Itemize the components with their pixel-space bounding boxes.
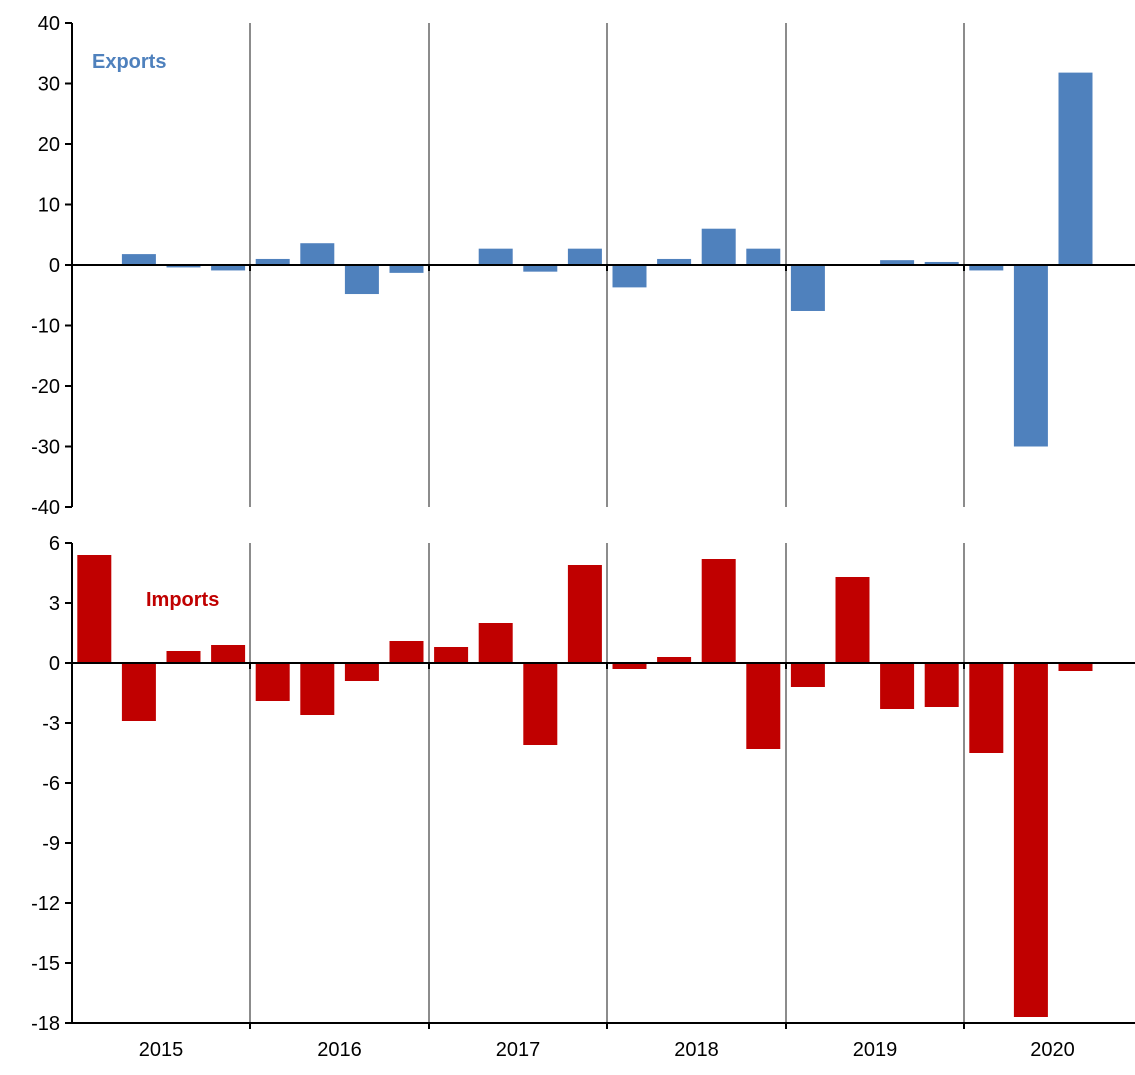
y-tick-label: -20 bbox=[31, 376, 60, 398]
bar-exports-2019Q4 bbox=[924, 261, 959, 265]
y-tick-label: -6 bbox=[42, 773, 60, 795]
y-tick-label: -10 bbox=[31, 316, 60, 338]
y-tick-label: 3 bbox=[49, 593, 60, 615]
x-year-label: 2018 bbox=[674, 1039, 719, 1061]
bar-imports-2018Q3 bbox=[701, 559, 736, 663]
bar-imports-2019Q4 bbox=[924, 663, 959, 707]
y-tick-label: 20 bbox=[38, 134, 60, 156]
bar-exports-2017Q4 bbox=[567, 248, 602, 265]
bar-exports-2020Q3 bbox=[1058, 72, 1093, 265]
y-tick-label: 6 bbox=[49, 533, 60, 555]
y-tick-label: -18 bbox=[31, 1013, 60, 1035]
bar-imports-2020Q1 bbox=[969, 663, 1004, 753]
bar-exports-2019Q3 bbox=[880, 260, 915, 265]
bar-exports-2018Q3 bbox=[701, 228, 736, 265]
y-tick-label: -12 bbox=[31, 893, 60, 915]
bar-exports-2016Q4 bbox=[389, 265, 424, 273]
bar-imports-2020Q3 bbox=[1058, 663, 1093, 671]
bar-imports-2016Q4 bbox=[389, 641, 424, 663]
bar-imports-2019Q3 bbox=[880, 663, 915, 709]
panel-title-exports: Exports bbox=[92, 51, 166, 73]
bar-imports-2017Q3 bbox=[523, 663, 558, 745]
bar-exports-2015Q2 bbox=[121, 254, 156, 265]
bar-imports-2018Q2 bbox=[657, 657, 692, 663]
y-tick-label: 0 bbox=[49, 255, 60, 277]
bar-imports-2016Q2 bbox=[300, 663, 335, 715]
y-tick-label: 40 bbox=[38, 13, 60, 35]
x-year-label: 2019 bbox=[853, 1039, 898, 1061]
bar-exports-2016Q3 bbox=[344, 265, 379, 295]
y-tick-label: -15 bbox=[31, 953, 60, 975]
bar-imports-2019Q2 bbox=[835, 577, 870, 663]
x-year-label: 2020 bbox=[1030, 1039, 1075, 1061]
y-tick-label: -40 bbox=[31, 497, 60, 519]
y-tick-label: -30 bbox=[31, 437, 60, 459]
bar-imports-2017Q2 bbox=[478, 623, 513, 663]
bar-imports-2016Q1 bbox=[255, 663, 290, 701]
bar-exports-2018Q4 bbox=[746, 248, 781, 265]
bar-exports-2018Q1 bbox=[612, 265, 647, 288]
bar-imports-2015Q4 bbox=[211, 645, 246, 663]
bar-imports-2016Q3 bbox=[344, 663, 379, 681]
bar-imports-2018Q1 bbox=[612, 663, 647, 669]
panel-title-imports: Imports bbox=[146, 589, 219, 611]
x-year-label: 2016 bbox=[317, 1039, 362, 1061]
bar-imports-2020Q2 bbox=[1013, 663, 1048, 1017]
y-tick-label: -3 bbox=[42, 713, 60, 735]
bar-exports-2017Q2 bbox=[478, 248, 513, 265]
bar-imports-2017Q4 bbox=[567, 565, 602, 663]
bar-exports-2015Q3 bbox=[166, 265, 201, 268]
bar-exports-2015Q4 bbox=[211, 265, 246, 271]
bar-imports-2015Q3 bbox=[166, 651, 201, 663]
bar-imports-2015Q1 bbox=[77, 555, 112, 663]
bar-imports-2015Q2 bbox=[121, 663, 156, 721]
x-year-label: 2017 bbox=[496, 1039, 541, 1061]
bar-exports-2016Q1 bbox=[255, 258, 290, 265]
bar-exports-2020Q1 bbox=[969, 265, 1004, 271]
bar-imports-2017Q1 bbox=[434, 647, 469, 663]
y-tick-label: -9 bbox=[42, 833, 60, 855]
bar-exports-2019Q1 bbox=[790, 265, 825, 311]
bar-imports-2019Q1 bbox=[790, 663, 825, 687]
y-tick-label: 30 bbox=[38, 74, 60, 96]
bar-exports-2020Q2 bbox=[1013, 265, 1048, 447]
bar-exports-2018Q2 bbox=[657, 258, 692, 265]
bar-exports-2016Q2 bbox=[300, 243, 335, 265]
bar-imports-2018Q4 bbox=[746, 663, 781, 749]
x-year-label: 2015 bbox=[139, 1039, 184, 1061]
bar-exports-2017Q3 bbox=[523, 265, 558, 272]
y-tick-label: 10 bbox=[38, 195, 60, 217]
y-tick-label: 0 bbox=[49, 653, 60, 675]
